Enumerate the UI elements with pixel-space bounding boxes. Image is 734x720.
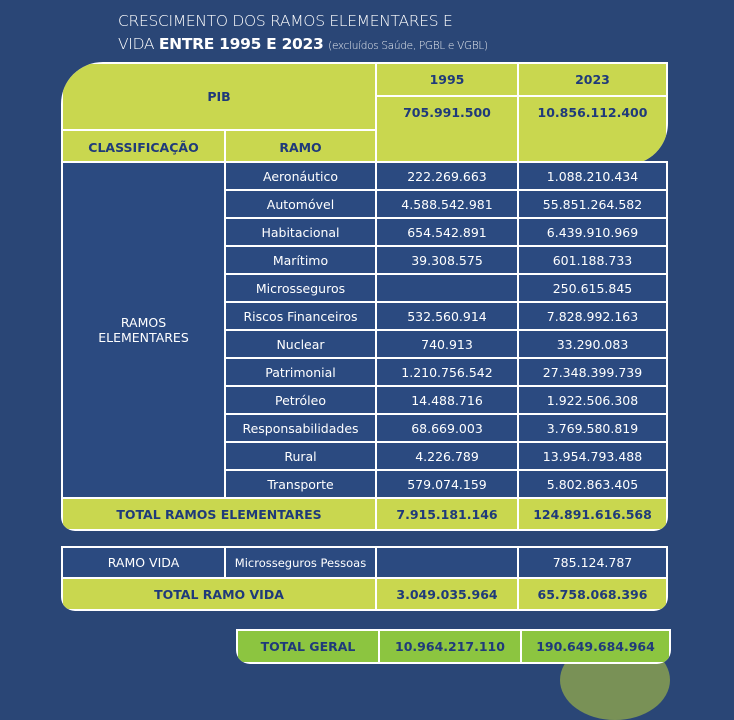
year-2023-header: 2023: [519, 64, 666, 95]
value-2023: 27.348.399.739: [519, 359, 666, 385]
value-1995: 68.669.003: [377, 415, 517, 441]
value-1995: 14.488.716: [377, 387, 517, 413]
value-2023: 33.290.083: [519, 331, 666, 357]
column-ramo: RAMO: [226, 131, 375, 163]
total-vida-2023: 65.758.068.396: [519, 579, 666, 609]
ramo-name: Riscos Financeiros: [226, 303, 375, 329]
ramo-vida-1995: [377, 548, 517, 577]
total-geral-table: TOTAL GERAL 10.964.217.110 190.649.684.9…: [236, 629, 671, 664]
total-elementares-label: TOTAL RAMOS ELEMENTARES: [63, 499, 375, 529]
column-classificacao: CLASSIFICAÇÃO: [63, 131, 224, 163]
value-2023: 55.851.264.582: [519, 191, 666, 217]
title-prefix: VIDA: [118, 35, 155, 53]
value-2023: 6.439.910.969: [519, 219, 666, 245]
total-elementares-1995: 7.915.181.146: [377, 499, 517, 529]
total-geral-2023: 190.649.684.964: [522, 631, 669, 662]
value-1995: 4.588.542.981: [377, 191, 517, 217]
total-vida-label: TOTAL RAMO VIDA: [63, 579, 375, 609]
value-2023: 5.802.863.405: [519, 471, 666, 497]
ramo-name: Marítimo: [226, 247, 375, 273]
value-1995: 654.542.891: [377, 219, 517, 245]
value-1995: 740.913: [377, 331, 517, 357]
value-1995: 579.074.159: [377, 471, 517, 497]
ramo-name: Rural: [226, 443, 375, 469]
value-2023: 250.615.845: [519, 275, 666, 301]
ramo-name: Patrimonial: [226, 359, 375, 385]
pib-label: PIB: [63, 64, 375, 129]
title-line-1: CRESCIMENTO DOS RAMOS ELEMENTARES E: [118, 12, 453, 30]
title-line-2: VIDA ENTRE 1995 E 2023 (excluídos Saúde,…: [118, 33, 488, 58]
value-2023: 1.922.506.308: [519, 387, 666, 413]
value-2023: 3.769.580.819: [519, 415, 666, 441]
ramo-vida-table: RAMO VIDA Microsseguros Pessoas 785.124.…: [61, 546, 668, 611]
value-1995: 39.308.575: [377, 247, 517, 273]
title-note: (excluídos Saúde, PGBL e VGBL): [328, 40, 488, 52]
ramo-vida-2023: 785.124.787: [519, 548, 666, 577]
value-1995: 1.210.756.542: [377, 359, 517, 385]
table-header: PIB 1995 2023 705.991.500 10.856.112.400…: [61, 62, 668, 165]
value-1995: 4.226.789: [377, 443, 517, 469]
value-1995: 532.560.914: [377, 303, 517, 329]
value-2023: 7.828.992.163: [519, 303, 666, 329]
value-1995: 222.269.663: [377, 163, 517, 189]
ramo-name: Transporte: [226, 471, 375, 497]
ramo-vida-ramo: Microsseguros Pessoas: [226, 548, 375, 577]
value-2023: 13.954.793.488: [519, 443, 666, 469]
ramo-name: Petróleo: [226, 387, 375, 413]
ramo-vida-label: RAMO VIDA: [63, 548, 224, 577]
value-2023: 1.088.210.434: [519, 163, 666, 189]
value-1995: [377, 275, 517, 301]
total-vida-1995: 3.049.035.964: [377, 579, 517, 609]
total-elementares-2023: 124.891.616.568: [519, 499, 666, 529]
ramo-name: Habitacional: [226, 219, 375, 245]
ramo-name: Microsseguros: [226, 275, 375, 301]
page-title: CRESCIMENTO DOS RAMOS ELEMENTARES E VIDA…: [118, 10, 488, 58]
ramo-name: Automóvel: [226, 191, 375, 217]
ramo-name: Responsabilidades: [226, 415, 375, 441]
ramo-name: Aeronáutico: [226, 163, 375, 189]
pib-2023: 10.856.112.400: [519, 97, 666, 163]
pib-1995: 705.991.500: [377, 97, 517, 163]
value-2023: 601.188.733: [519, 247, 666, 273]
ramos-elementares-table: RAMOS ELEMENTARES Aeronáutico 222.269.663…: [61, 161, 668, 531]
total-geral-label: TOTAL GERAL: [238, 631, 378, 662]
year-1995-header: 1995: [377, 64, 517, 95]
ramos-elementares-label: RAMOS ELEMENTARES: [63, 163, 224, 497]
ramo-name: Nuclear: [226, 331, 375, 357]
title-bold: ENTRE 1995 E 2023: [158, 35, 324, 53]
total-geral-1995: 10.964.217.110: [380, 631, 520, 662]
